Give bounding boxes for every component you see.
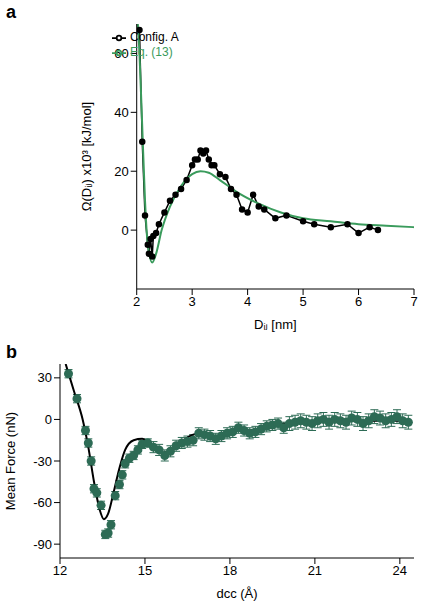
html-text:Config. A: Config. A xyxy=(130,30,179,44)
svg-text:-90: -90 xyxy=(33,537,52,552)
svg-text:12: 12 xyxy=(53,563,67,578)
svg-text:-30: -30 xyxy=(33,454,52,469)
svg-text:0: 0 xyxy=(121,223,128,238)
svg-text:60: 60 xyxy=(114,46,128,61)
svg-text:Ω(Dᵢⱼ) x10³ [kJ/mol]: Ω(Dᵢⱼ) x10³ [kJ/mol] xyxy=(79,102,94,211)
svg-text:0: 0 xyxy=(45,412,52,427)
svg-text:6: 6 xyxy=(355,294,362,309)
svg-text:30: 30 xyxy=(38,370,52,385)
svg-text:Dᵢⱼ [nm]: Dᵢⱼ [nm] xyxy=(254,317,297,332)
svg-text:40: 40 xyxy=(114,105,128,120)
svg-text:4: 4 xyxy=(244,294,251,309)
svg-text:5: 5 xyxy=(299,294,306,309)
svg-text:18: 18 xyxy=(223,563,237,578)
svg-text:24: 24 xyxy=(393,563,407,578)
svg-text:15: 15 xyxy=(138,563,152,578)
html-text:b: b xyxy=(6,342,17,362)
html-text:a: a xyxy=(6,2,16,22)
svg-text:21: 21 xyxy=(308,563,322,578)
svg-text:dcc (Å): dcc (Å) xyxy=(216,586,257,601)
svg-text:7: 7 xyxy=(410,294,417,309)
html-text:Eq. (13): Eq. (13) xyxy=(130,44,173,59)
svg-text:20: 20 xyxy=(114,164,128,179)
svg-text:Mean Force (nN): Mean Force (nN) xyxy=(3,412,18,510)
svg-text:2: 2 xyxy=(133,294,140,309)
svg-text:3: 3 xyxy=(189,294,196,309)
svg-text:-60: -60 xyxy=(33,495,52,510)
